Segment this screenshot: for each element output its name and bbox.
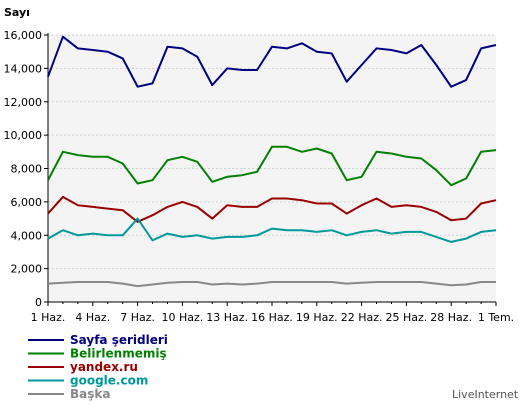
x-tick-label: 22 Haz. <box>341 311 383 324</box>
y-tick-label: 4,000 <box>11 229 43 242</box>
y-axis-label: Sayı <box>4 6 30 19</box>
grid-lines <box>48 34 496 270</box>
legend: Sayfa şeridleriBelirlenmemişyandex.rugoo… <box>28 333 168 401</box>
x-tick-label: 28 Haz. <box>430 311 472 324</box>
x-tick-label: 10 Haz. <box>162 311 204 324</box>
x-tick-label: 1 Haz. <box>31 311 66 324</box>
x-tick-label: 25 Haz. <box>386 311 428 324</box>
y-tick-labels: 0 2,000 4,000 6,000 8,000 10,000 12,000 14,000 1… <box>4 29 48 309</box>
legend-label: Sayfa şeridleri <box>70 333 168 347</box>
y-tick-label: 6,000 <box>11 196 43 209</box>
x-tick-labels: 1 Haz. 4 Haz. 7 Haz. 10 Haz. 13 Haz. 16 Haz. 1… <box>31 302 514 324</box>
series-line-2 <box>47 195 497 223</box>
series-line-1 <box>47 145 497 187</box>
y-tick-label: 2,000 <box>11 263 43 276</box>
y-tick-label: 16,000 <box>4 29 43 42</box>
y-tick-label: 14,000 <box>4 62 43 75</box>
legend-label: google.com <box>70 374 148 388</box>
y-tick-label: 12,000 <box>4 96 43 109</box>
x-tick-label: 19 Haz. <box>296 311 338 324</box>
y-tick-label: 0 <box>35 296 42 309</box>
series-line-0 <box>47 35 497 88</box>
legend-label: Başka <box>70 387 110 401</box>
x-tick-label: 16 Haz. <box>251 311 293 324</box>
x-tick-label: 4 Haz. <box>75 311 110 324</box>
x-tick-label: 13 Haz. <box>206 311 248 324</box>
series-line-4 <box>47 281 496 288</box>
credit-label: LiveInternet <box>452 388 519 401</box>
x-tick-label: 7 Haz. <box>120 311 155 324</box>
y-tick-label: 8,000 <box>11 163 43 176</box>
y-tick-label: 10,000 <box>4 129 43 142</box>
legend-label: Belirlenmemiş <box>70 347 167 361</box>
x-tick-label: 1 Tem. <box>478 311 514 324</box>
series-line-3 <box>47 217 497 243</box>
series-lines <box>47 35 497 288</box>
legend-label: yandex.ru <box>70 360 138 374</box>
